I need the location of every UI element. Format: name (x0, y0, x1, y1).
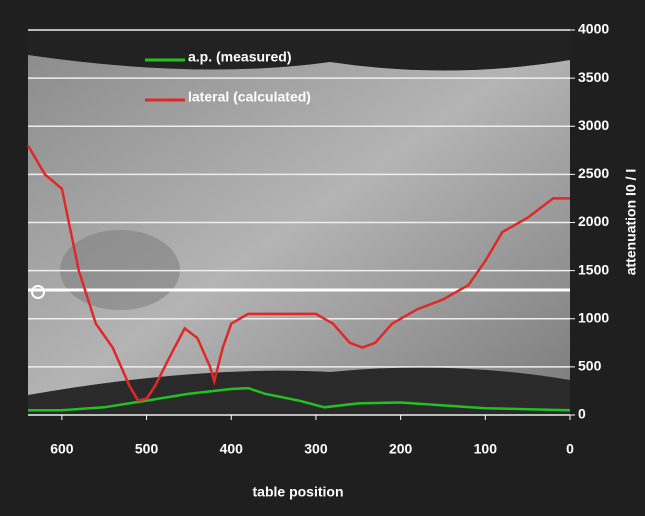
y-axis-label: attenuation I0 / I (623, 169, 639, 276)
y-tick-label: 0 (578, 406, 586, 422)
y-tick-label: 3000 (578, 117, 609, 133)
legend-label: a.p. (measured) (188, 49, 291, 65)
x-tick-label: 400 (220, 441, 244, 457)
x-tick-label: 500 (135, 441, 159, 457)
x-tick-label: 0 (566, 441, 574, 457)
y-tick-label: 2500 (578, 165, 609, 181)
xray-dark-top (28, 30, 570, 71)
chart: table position attenuation I0 / I 0 500 10… (0, 0, 645, 516)
y-tick-label: 2000 (578, 213, 609, 229)
x-tick-label: 300 (304, 441, 328, 457)
y-tick-label: 4000 (578, 21, 609, 37)
x-tick-label: 600 (50, 441, 74, 457)
x-tick-label: 100 (474, 441, 498, 457)
legend-label: lateral (calculated) (188, 89, 311, 105)
y-tick-label: 1000 (578, 309, 609, 325)
x-axis-label: table position (253, 484, 344, 500)
x-tick-label: 200 (389, 441, 413, 457)
y-tick-label: 3500 (578, 69, 609, 85)
y-tick-label: 500 (578, 358, 602, 374)
y-tick-label: 1500 (578, 261, 609, 277)
